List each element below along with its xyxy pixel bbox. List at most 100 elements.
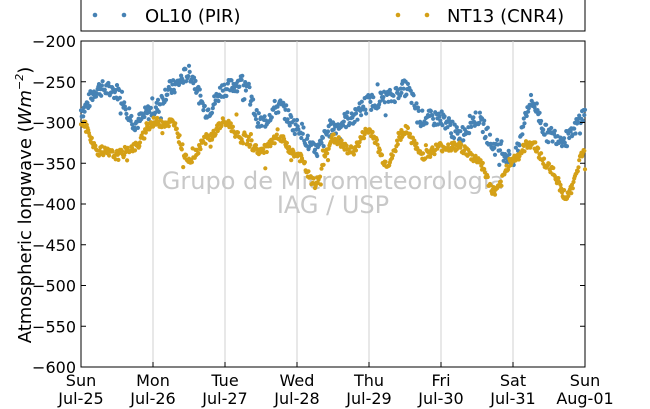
data-point [119,89,125,94]
x-tick-label-date: Jul-28 [273,389,319,408]
data-point [123,107,128,112]
data-point [325,129,331,134]
data-point [335,122,341,127]
data-point [395,138,400,143]
data-point [423,143,428,148]
y-tick-label: −450 [32,236,76,255]
legend-label-nt13: NT13 (CNR4) [447,6,564,27]
data-point [245,138,251,143]
series-layer [78,63,588,202]
data-point [544,122,549,127]
data-point [256,120,261,126]
data-point [235,89,240,94]
data-point [146,117,151,122]
data-point [82,109,87,114]
data-point [317,174,323,179]
data-point [356,144,361,149]
data-point [213,132,218,137]
data-point [507,152,512,157]
data-point [253,113,258,118]
data-point [325,151,330,156]
data-point [448,122,453,127]
data-point [374,137,379,142]
data-point [516,157,521,162]
data-point [216,98,221,104]
data-point [395,142,400,147]
data-point [312,147,318,152]
data-point [482,167,487,172]
data-point [371,95,376,100]
data-point [174,126,179,131]
data-point [539,151,544,156]
data-point [319,140,324,145]
data-point [124,111,129,116]
data-point [432,152,437,157]
data-point [467,113,472,118]
data-point [573,131,578,136]
data-point [546,140,551,145]
data-point [106,80,111,86]
data-point [440,123,445,128]
data-point [399,90,404,95]
data-point [208,144,213,149]
data-point [285,117,290,122]
data-point [90,97,95,103]
data-point [209,110,215,115]
data-point [520,132,525,137]
data-point [562,140,567,145]
data-point [306,169,311,174]
data-point [132,128,138,133]
data-point [375,142,380,147]
data-point [485,174,490,180]
data-point [446,142,451,147]
data-point [355,117,360,122]
data-point [566,193,571,199]
legend-frame [80,0,586,32]
x-tick-label-day: Sun [66,371,96,390]
data-point [318,182,323,187]
x-tick-label-date: Jul-27 [201,389,247,408]
data-point [528,92,534,98]
data-point [492,152,498,157]
data-point [119,149,125,154]
data-point [99,83,104,88]
data-point [541,127,546,132]
data-point [344,143,349,148]
data-point [264,149,269,155]
series-0 [78,63,588,168]
data-point [483,134,488,140]
data-point [224,93,229,99]
data-point [352,119,357,125]
data-point [284,103,289,108]
data-point [151,115,156,120]
data-point [401,86,406,91]
data-point [299,135,304,141]
data-point [362,132,367,137]
data-point [577,131,583,136]
data-point [210,106,215,111]
data-point [251,97,256,102]
data-point [262,114,267,119]
data-point [498,179,503,184]
data-point [359,113,364,118]
data-point [331,132,336,137]
data-point [198,147,203,152]
watermark-line-2: IAG / USP [277,191,389,219]
data-point [107,153,112,158]
data-point [359,99,364,104]
data-point [281,100,286,105]
data-point [127,106,132,111]
data-point [292,131,297,137]
data-point [351,152,356,157]
data-point [481,121,486,126]
data-point [582,167,588,172]
data-point [248,102,253,107]
data-point [369,107,374,112]
data-point [551,165,556,171]
data-point [300,131,305,136]
x-tick-label-day: Mon [136,371,170,390]
data-point [582,148,587,153]
watermark: Grupo de Micrometeorologia IAG / USP [162,167,504,219]
y-axis-label-unit-sub: m [15,90,36,108]
data-point [166,124,171,129]
